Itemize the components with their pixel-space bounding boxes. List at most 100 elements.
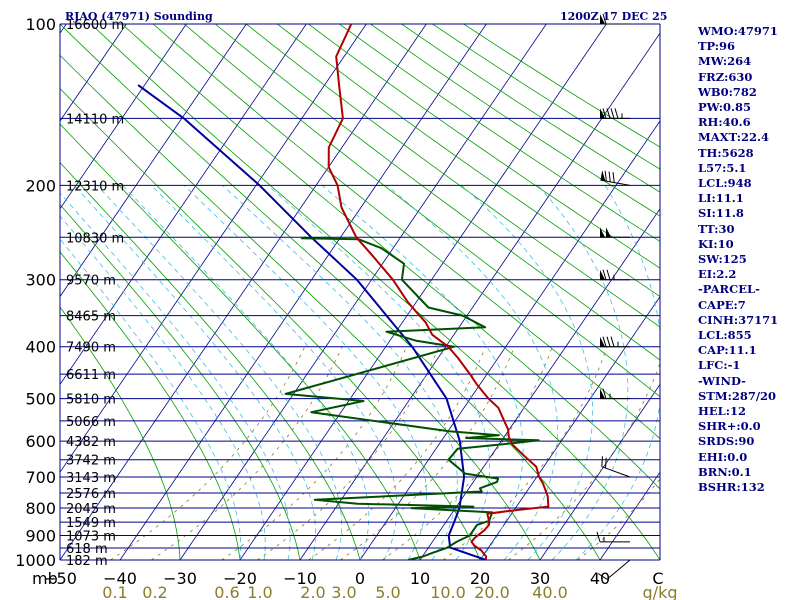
mixing-ratio-label: 0.1 (102, 583, 127, 600)
moist-adiabat-line (222, 185, 458, 560)
wind-barb-full (614, 108, 619, 119)
height-label: 8465 m (66, 310, 116, 325)
moist-adiabat-line (461, 185, 593, 560)
pressure-label: 500 (25, 390, 56, 409)
height-label: 3143 m (66, 471, 116, 486)
isotherm-line (479, 295, 660, 560)
sounding-time: 1200Z 17 DEC 25 (560, 10, 667, 23)
temperature-tick-label: −40 (103, 569, 137, 588)
index-value: TP:96 (698, 39, 736, 54)
wind-barb-staff (606, 559, 631, 580)
index-value: LCL:948 (698, 176, 752, 191)
wind-barb-full (602, 13, 607, 25)
index-value: SI:11.8 (698, 206, 744, 221)
wind-barb-staff (600, 179, 631, 186)
height-label: 1549 m (66, 516, 116, 531)
wind-barb-full (606, 108, 611, 119)
wind-barb-full (602, 336, 607, 347)
height-label: 12310 m (66, 179, 124, 194)
index-value: MAXT:22.4 (698, 130, 769, 145)
height-label: 16600 m (66, 18, 124, 33)
index-value: PW:0.85 (698, 100, 752, 115)
isotherm-line (60, 24, 187, 210)
pressure-label: 900 (25, 526, 56, 545)
isotherm-line (60, 24, 427, 560)
index-value: HEL:12 (698, 404, 746, 419)
dry-adiabat-line (60, 24, 601, 560)
height-label: 5810 m (66, 393, 116, 408)
index-value: BSHR:132 (698, 480, 765, 495)
wind-barbs (596, 13, 631, 580)
wind-barb-flag (600, 227, 605, 238)
index-value: SHR+:0.0 (698, 419, 761, 434)
wind-barb-flag (600, 170, 606, 182)
dewpoint-trace (284, 236, 540, 560)
temperature-tick-label: 10 (410, 569, 430, 588)
index-value: LI:11.1 (698, 191, 744, 206)
isotherm-line (179, 24, 547, 560)
wind-barb (600, 108, 630, 119)
wind-barb-full (602, 108, 607, 119)
wind-barb (598, 559, 631, 580)
moist-adiabat-line (74, 185, 316, 560)
index-value: KI:10 (698, 236, 734, 251)
mixing-ratio-label: 2.0 (300, 583, 325, 600)
temperature-tick-label: 0 (355, 569, 365, 588)
isotherm-line (60, 24, 247, 298)
wind-barb-full (610, 336, 615, 347)
wind-barb-flag (606, 227, 611, 238)
index-value: CINH:37171 (698, 312, 779, 327)
index-value: BRN:0.1 (698, 464, 752, 479)
wind-barb (596, 531, 630, 543)
mixing-ratio-label: 0.6 (214, 583, 239, 600)
mixing-ratio-line (151, 346, 343, 560)
wind-barb-full (612, 172, 615, 183)
isotherm-line (539, 383, 660, 560)
wind-barb-full (601, 456, 603, 467)
dry-adiabat-line (152, 24, 660, 440)
isotherm-line (299, 32, 660, 560)
mixing-ratio-label: 10.0 (430, 583, 466, 600)
index-value: -PARCEL- (698, 282, 760, 297)
height-label: 618 m (66, 542, 108, 557)
index-value: -WIND- (698, 373, 746, 388)
index-value: CAPE:7 (698, 297, 746, 312)
temperature-tick-label: 40 (590, 569, 610, 588)
sounding-traces (137, 24, 550, 560)
wind-barb-flag (600, 269, 605, 280)
index-value: WB0:782 (698, 84, 757, 99)
moist-adiabat-line (575, 185, 660, 560)
mixing-ratio-label: 0.2 (142, 583, 167, 600)
wind-barb-full (602, 269, 607, 280)
moist-adiabat-line (386, 185, 558, 560)
wind-barb-full (598, 573, 608, 580)
isotherm-line (60, 24, 367, 473)
index-value: RH:40.6 (698, 115, 751, 130)
dry-adiabat-line (121, 24, 660, 490)
station-title: RJAO (47971) Sounding (65, 10, 213, 23)
moist-adiabat-line (537, 185, 629, 560)
temperature-tick-label: 30 (530, 569, 550, 588)
temperature-tick-label: −30 (163, 569, 197, 588)
wind-barb-full (610, 108, 615, 119)
wind-barb (600, 170, 631, 186)
wind-barb (600, 388, 630, 400)
temperature-tick-label: −50 (43, 569, 77, 588)
height-label: 2576 m (66, 487, 116, 502)
moist-adiabat-line (151, 185, 398, 560)
wind-barb (600, 269, 630, 281)
isobars (59, 23, 661, 561)
mixing-ratio-line (110, 346, 306, 560)
wind-barb-staff (601, 466, 631, 478)
temperature-trace (327, 24, 550, 560)
height-label: 6611 m (66, 368, 116, 383)
index-value: L57:5.1 (698, 160, 747, 175)
height-label: 14110 m (66, 112, 124, 127)
pressure-label: 600 (25, 432, 56, 451)
moist-adiabat-line (96, 185, 343, 560)
moist-adiabat-line (122, 185, 370, 560)
temperature-unit-label: C (652, 569, 663, 588)
mixing-ratio-line (508, 362, 660, 560)
pressure-label: 200 (25, 176, 56, 195)
